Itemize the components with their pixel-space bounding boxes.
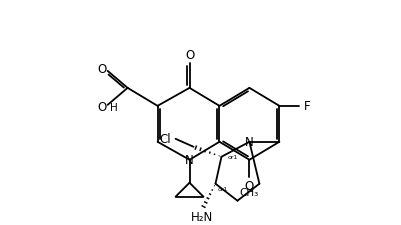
Text: H: H <box>109 102 117 112</box>
Text: O: O <box>97 101 106 114</box>
Text: N: N <box>185 154 193 166</box>
Text: or1: or1 <box>227 155 237 160</box>
Text: O: O <box>244 179 253 192</box>
Text: O: O <box>97 63 106 76</box>
Text: or1: or1 <box>217 186 227 191</box>
Text: N: N <box>245 136 253 149</box>
Text: O: O <box>184 49 194 62</box>
Text: F: F <box>303 100 310 113</box>
Text: Cl: Cl <box>159 133 171 146</box>
Text: H₂N: H₂N <box>191 210 213 223</box>
Text: CH₃: CH₃ <box>239 187 258 197</box>
